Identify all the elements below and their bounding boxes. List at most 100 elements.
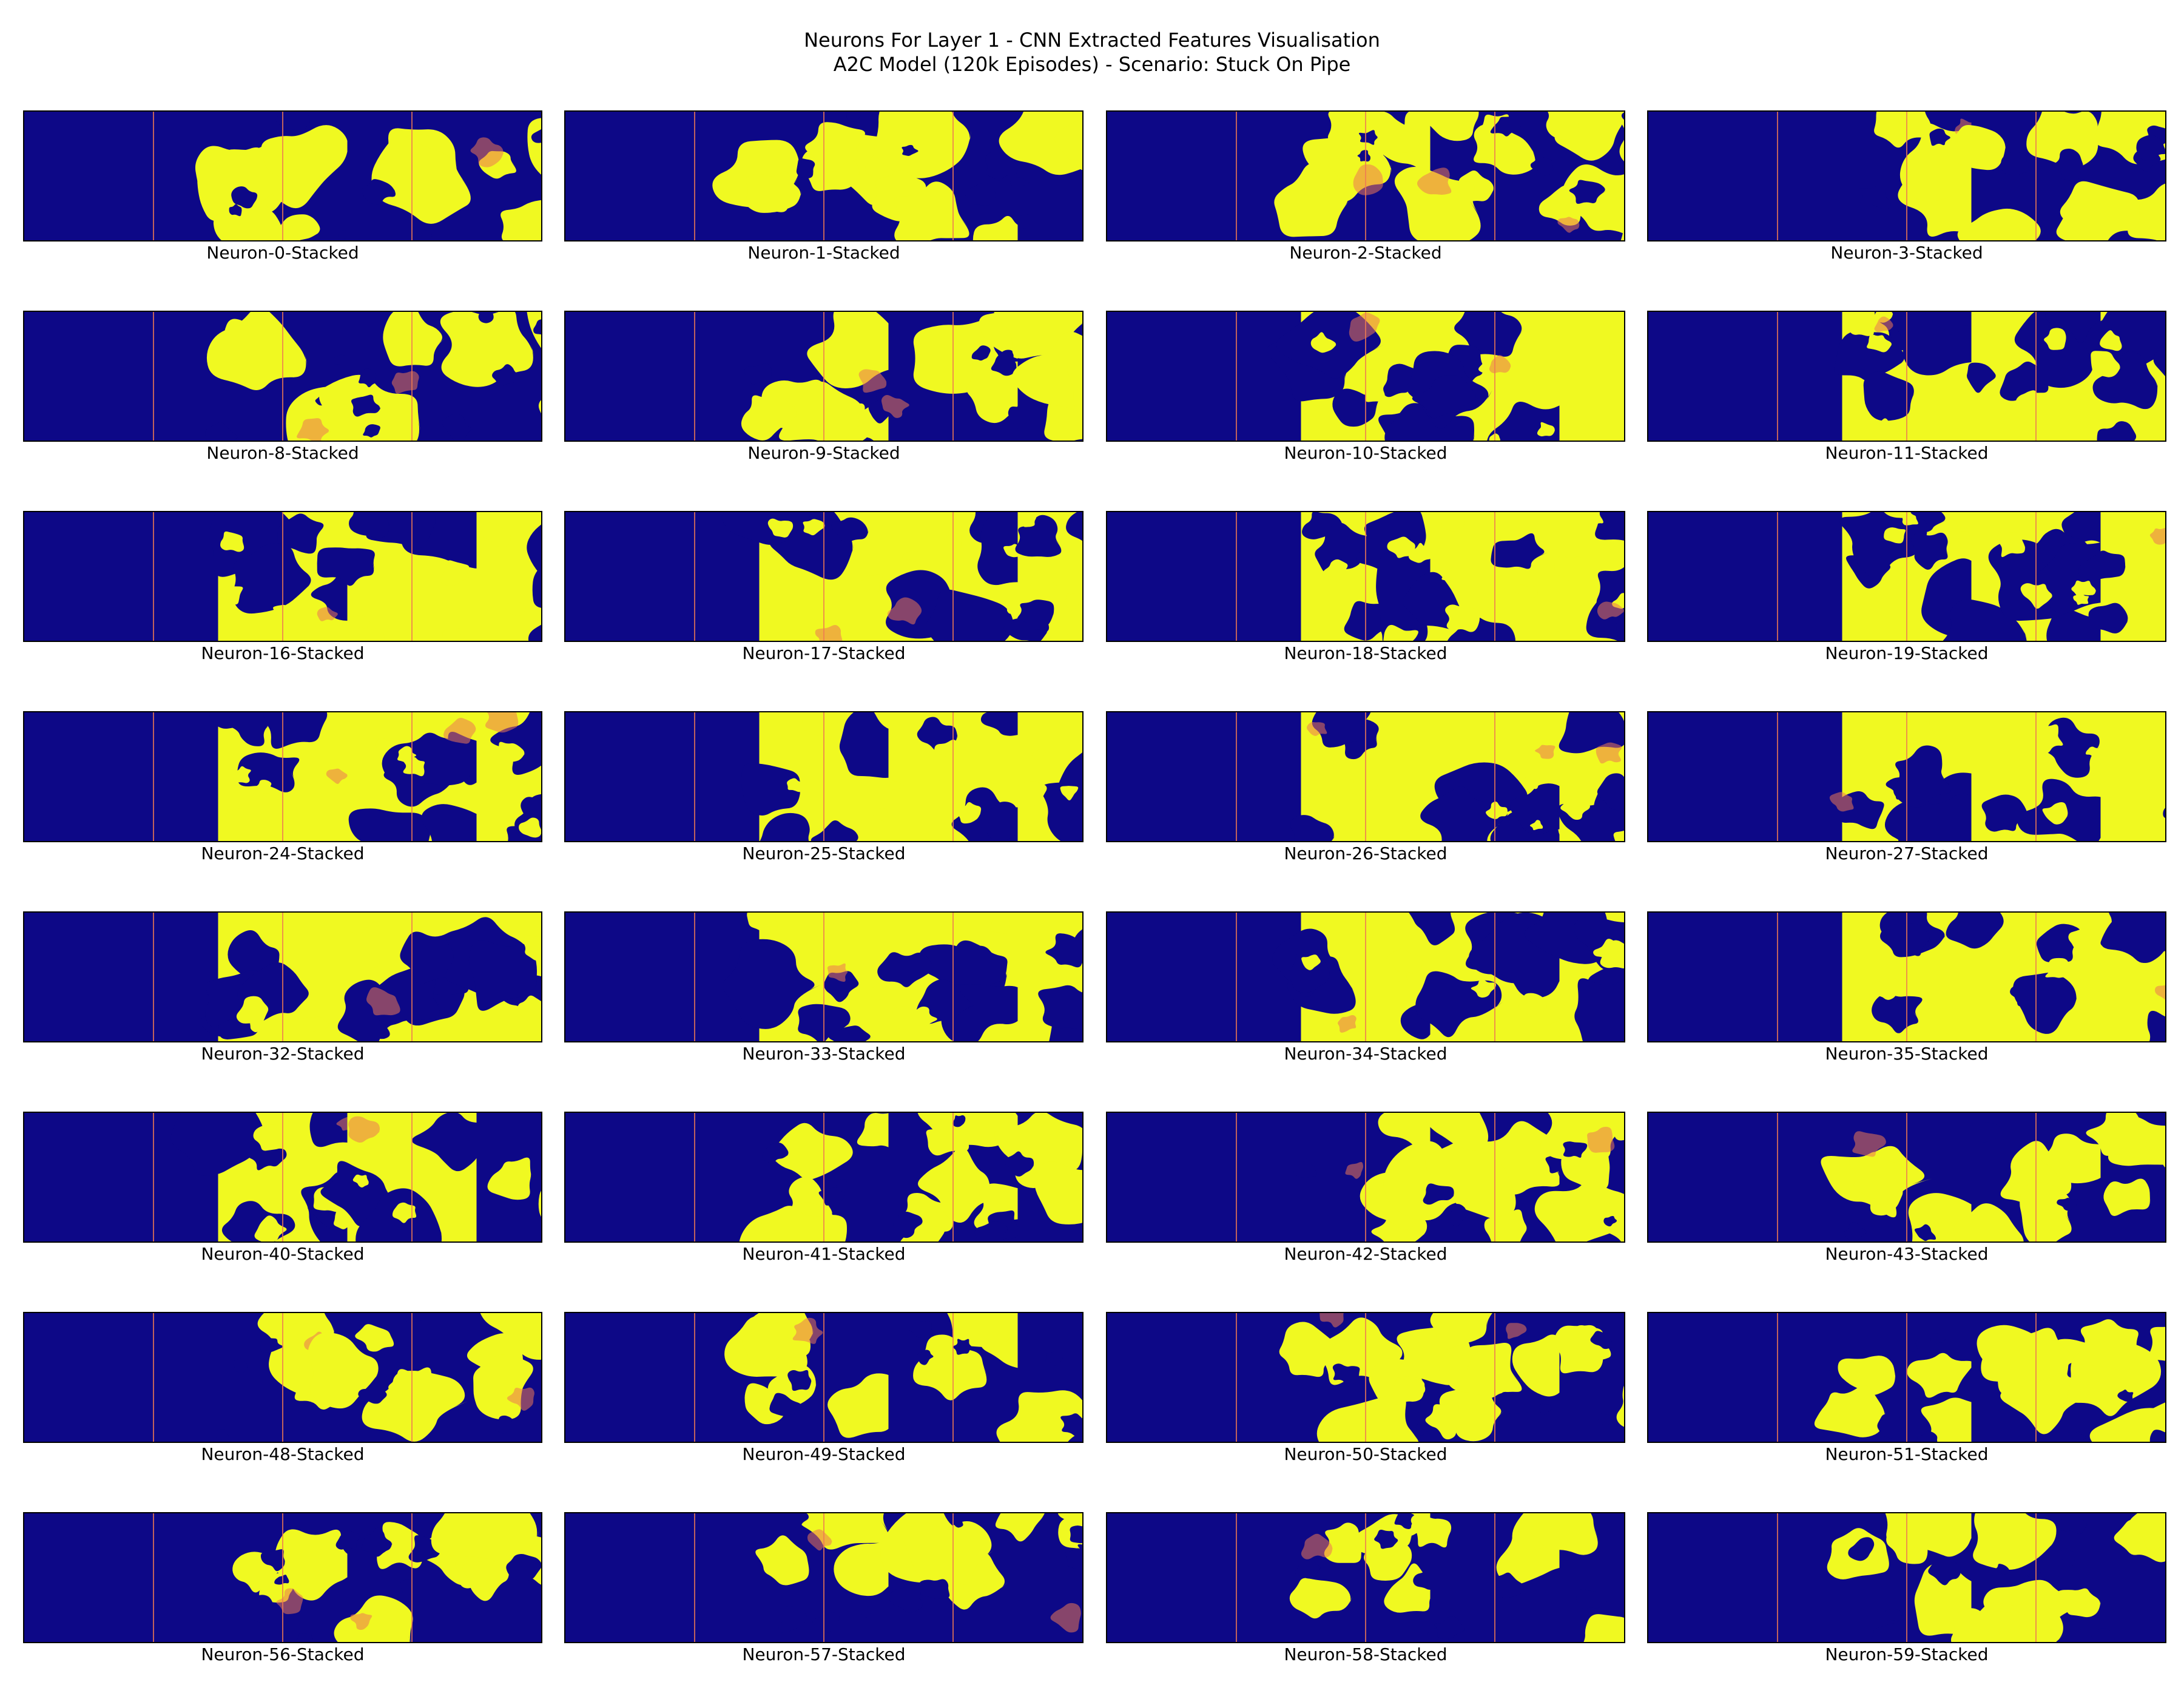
neuron-panel: Neuron-35-Stacked [1647,911,2169,1069]
neuron-panel: Neuron-18-Stacked [1106,511,1628,669]
feature-map-image [1106,511,1625,642]
neuron-panel: Neuron-9-Stacked [564,311,1086,468]
neuron-panel-label: Neuron-10-Stacked [1284,443,1448,463]
feature-map-image [1106,711,1625,842]
neuron-panel-label: Neuron-27-Stacked [1825,843,1989,863]
neuron-panel: Neuron-32-Stacked [23,911,545,1069]
neuron-panel: Neuron-10-Stacked [1106,311,1628,468]
neuron-panel: Neuron-19-Stacked [1647,511,2169,669]
feature-map-image [1106,911,1625,1042]
neuron-panel-label: Neuron-19-Stacked [1825,643,1989,663]
feature-map-image [564,1512,1084,1643]
neuron-panel-label: Neuron-24-Stacked [201,843,365,863]
neuron-panel-label: Neuron-41-Stacked [742,1244,906,1264]
neuron-panel: Neuron-48-Stacked [23,1312,545,1470]
figure-title: Neurons For Layer 1 - CNN Extracted Feat… [0,28,2184,76]
neuron-panel-label: Neuron-17-Stacked [742,643,906,663]
feature-map-image [564,711,1084,842]
feature-map-image [23,311,542,442]
neuron-panel-label: Neuron-42-Stacked [1284,1244,1448,1264]
neuron-panel: Neuron-41-Stacked [564,1112,1086,1269]
feature-map-image [1106,1112,1625,1243]
neuron-panel: Neuron-16-Stacked [23,511,545,669]
neuron-panel: Neuron-3-Stacked [1647,110,2169,268]
neuron-panel: Neuron-17-Stacked [564,511,1086,669]
neuron-panel: Neuron-40-Stacked [23,1112,545,1269]
feature-map-image [564,911,1084,1042]
neuron-panel-label: Neuron-56-Stacked [201,1644,365,1664]
neuron-panel-label: Neuron-59-Stacked [1825,1644,1989,1664]
feature-map-image [23,1312,542,1443]
neuron-panel-label: Neuron-40-Stacked [201,1244,365,1264]
feature-map-image [1647,1312,2166,1443]
neuron-panel-label: Neuron-2-Stacked [1289,243,1442,263]
neuron-panel: Neuron-25-Stacked [564,711,1086,869]
feature-map-image [1647,911,2166,1042]
neuron-panel-label: Neuron-16-Stacked [201,643,365,663]
neuron-panel-label: Neuron-48-Stacked [201,1444,365,1464]
feature-map-image [564,110,1084,242]
neuron-panel: Neuron-57-Stacked [564,1512,1086,1670]
feature-map-image [1106,110,1625,242]
feature-map-image [1647,711,2166,842]
feature-map-image [23,1112,542,1243]
feature-map-image [1647,1112,2166,1243]
feature-map-image [1647,110,2166,242]
figure-title-line-2: A2C Model (120k Episodes) - Scenario: St… [833,53,1351,76]
neuron-panel-label: Neuron-35-Stacked [1825,1044,1989,1064]
neuron-panel-label: Neuron-50-Stacked [1284,1444,1448,1464]
neuron-panel-label: Neuron-43-Stacked [1825,1244,1989,1264]
neuron-panel-label: Neuron-26-Stacked [1284,843,1448,863]
neuron-panel: Neuron-24-Stacked [23,711,545,869]
feature-map-image [23,1512,542,1643]
neuron-panel-label: Neuron-3-Stacked [1830,243,1983,263]
neuron-panel: Neuron-8-Stacked [23,311,545,468]
feature-map-image [564,511,1084,642]
neuron-panel-label: Neuron-34-Stacked [1284,1044,1448,1064]
neuron-panel: Neuron-42-Stacked [1106,1112,1628,1269]
neuron-panel-label: Neuron-0-Stacked [206,243,359,263]
neuron-panel-label: Neuron-11-Stacked [1825,443,1989,463]
neuron-panel: Neuron-33-Stacked [564,911,1086,1069]
feature-map-image [1647,311,2166,442]
feature-map-image [1106,311,1625,442]
feature-map-image [23,110,542,242]
neuron-panel: Neuron-27-Stacked [1647,711,2169,869]
neuron-panel-label: Neuron-58-Stacked [1284,1644,1448,1664]
neuron-panel-label: Neuron-49-Stacked [742,1444,906,1464]
feature-map-image [564,1112,1084,1243]
neuron-panel: Neuron-1-Stacked [564,110,1086,268]
feature-map-image [1647,1512,2166,1643]
neuron-panel-label: Neuron-33-Stacked [742,1044,906,1064]
neuron-panel: Neuron-49-Stacked [564,1312,1086,1470]
feature-map-image [1647,511,2166,642]
neuron-panel-label: Neuron-9-Stacked [747,443,900,463]
feature-map-image [23,511,542,642]
neuron-panel: Neuron-59-Stacked [1647,1512,2169,1670]
neuron-panel: Neuron-51-Stacked [1647,1312,2169,1470]
neuron-panel-label: Neuron-25-Stacked [742,843,906,863]
feature-map-image [23,711,542,842]
neuron-panel-label: Neuron-57-Stacked [742,1644,906,1664]
feature-map-image [564,1312,1084,1443]
neuron-panel-label: Neuron-18-Stacked [1284,643,1448,663]
neuron-panel-label: Neuron-51-Stacked [1825,1444,1989,1464]
neuron-panel: Neuron-50-Stacked [1106,1312,1628,1470]
feature-map-image [1106,1312,1625,1443]
neuron-panel-label: Neuron-1-Stacked [747,243,900,263]
feature-map-image [1106,1512,1625,1643]
neuron-panel: Neuron-34-Stacked [1106,911,1628,1069]
feature-map-image [23,911,542,1042]
neuron-panel: Neuron-26-Stacked [1106,711,1628,869]
neuron-panel: Neuron-43-Stacked [1647,1112,2169,1269]
neuron-panel-label: Neuron-32-Stacked [201,1044,365,1064]
feature-map-image [564,311,1084,442]
neuron-panel: Neuron-58-Stacked [1106,1512,1628,1670]
neuron-panel: Neuron-2-Stacked [1106,110,1628,268]
neuron-panel-label: Neuron-8-Stacked [206,443,359,463]
neuron-panel: Neuron-56-Stacked [23,1512,545,1670]
figure-title-line-1: Neurons For Layer 1 - CNN Extracted Feat… [804,29,1380,52]
neuron-panel: Neuron-11-Stacked [1647,311,2169,468]
neuron-panel: Neuron-0-Stacked [23,110,545,268]
